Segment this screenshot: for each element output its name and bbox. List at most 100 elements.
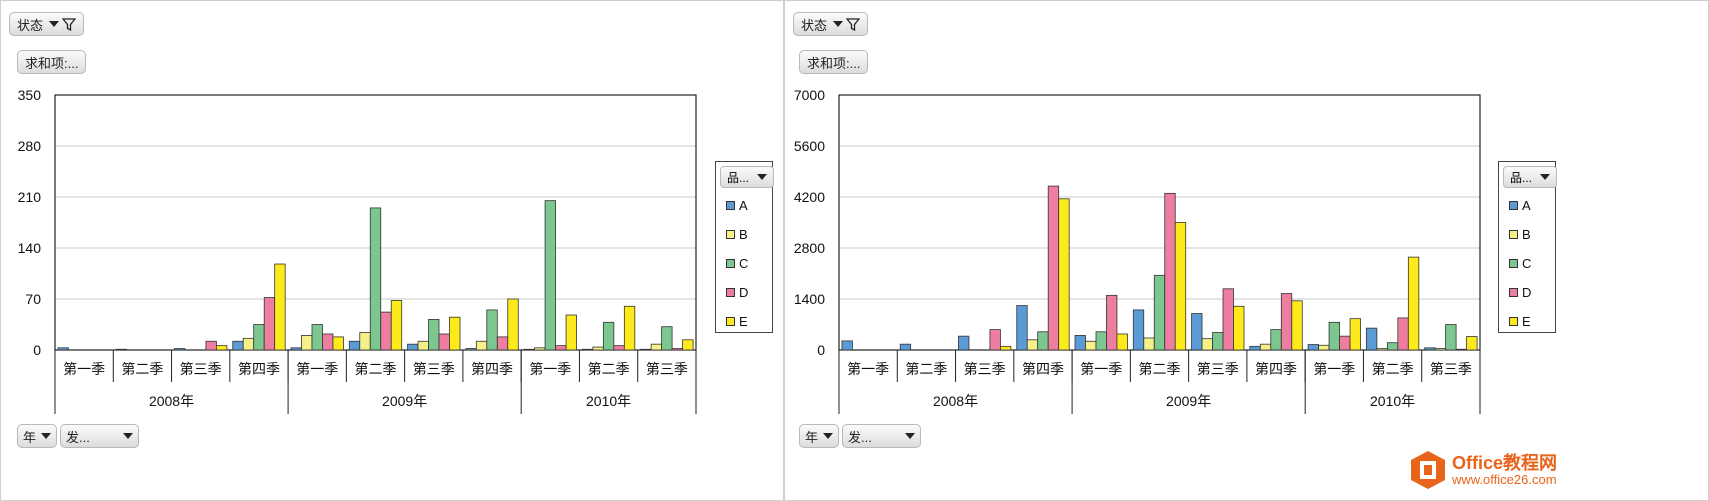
office-logo-icon	[1411, 451, 1445, 489]
year-field-button[interactable]: 年	[17, 424, 58, 448]
status-filter-button[interactable]: 状态	[793, 12, 869, 36]
legend-label: A	[1522, 198, 1531, 213]
y-tick-label: 0	[817, 342, 825, 358]
y-tick-label: 140	[18, 240, 42, 256]
legend-swatch	[726, 230, 735, 239]
legend-field-label: 品...	[727, 170, 750, 185]
year-field-label: 年	[23, 429, 37, 445]
chevron-down-icon	[1540, 174, 1551, 180]
bar-B	[1259, 343, 1272, 351]
bar-A	[174, 348, 186, 351]
legend-swatch	[726, 288, 735, 297]
legend-swatch	[726, 201, 735, 210]
bar-D	[263, 297, 276, 351]
bar-C	[1270, 329, 1282, 351]
year-label: 2009年	[382, 393, 427, 409]
bar-E	[507, 298, 519, 351]
legend-field-button[interactable]: 品...	[1503, 166, 1558, 188]
quarter-field-button[interactable]: 发...	[842, 424, 921, 448]
bar-E	[1466, 336, 1478, 351]
legend-label: B	[739, 227, 748, 242]
bar-B	[242, 337, 255, 351]
watermark-brand: Office教程网	[1452, 452, 1558, 473]
bar-E	[332, 336, 344, 351]
legend-item-D: D	[1509, 285, 1531, 300]
bar-D	[989, 329, 1001, 351]
legend-label: A	[739, 198, 748, 213]
legend-label: C	[739, 256, 749, 271]
legend-swatch	[1509, 230, 1518, 239]
bar-D	[380, 311, 392, 351]
x-tick-label: 第一季	[1313, 361, 1355, 377]
bar-C	[1445, 324, 1457, 351]
quarter-field-button[interactable]: 发...	[60, 424, 139, 448]
column-chart: 070140210280350第一季 第二季 第三季 第四季 第一季 第二季 第三季 第四季第…	[18, 87, 697, 414]
year-field-button[interactable]: 年	[799, 424, 840, 448]
legend-item-C: C	[1509, 256, 1531, 271]
bar-A	[640, 348, 652, 351]
chevron-down-icon	[833, 21, 844, 27]
value-field-button[interactable]: 求和项:...	[799, 50, 869, 74]
bar-C	[311, 324, 323, 351]
bar-A	[57, 347, 69, 351]
x-tick-label: 第三季	[646, 361, 688, 377]
y-tick-label: 7000	[794, 87, 825, 103]
x-tick-label: 第三季	[964, 361, 1006, 377]
bar-D	[1339, 335, 1351, 351]
bar-E	[390, 300, 403, 351]
bar-B	[417, 340, 429, 351]
legend-label: E	[1522, 314, 1531, 329]
chevron-down-icon	[41, 433, 52, 439]
y-tick-label: 0	[33, 342, 41, 358]
legend-field-label: 品...	[1510, 170, 1533, 185]
bar-E	[623, 305, 636, 351]
bar-E	[565, 314, 577, 351]
legend-field-button[interactable]: 品...	[720, 166, 775, 188]
x-tick-label: 第三季	[413, 361, 455, 377]
status-filter-label: 状态	[801, 17, 828, 33]
status-filter-button[interactable]: 状态	[9, 12, 85, 36]
x-tick-label: 第二季	[355, 361, 397, 377]
bar-D	[205, 340, 217, 351]
bar-A	[1307, 344, 1319, 351]
bar-B	[301, 335, 313, 351]
legend-swatch	[726, 317, 735, 326]
y-tick-label: 1400	[794, 291, 825, 307]
x-tick-label: 第二季	[905, 361, 947, 377]
column-chart: 014002800420056007000第一季 第二季 第三季 第四季 第一季 第二季第…	[794, 87, 1481, 414]
bar-A	[348, 340, 361, 351]
bar-D	[671, 348, 683, 351]
value-field-button[interactable]: 求和项:...	[17, 50, 87, 74]
bar-E	[1058, 198, 1070, 351]
year-label: 2009年	[1166, 393, 1211, 409]
bar-D	[613, 345, 625, 351]
bar-E	[1116, 333, 1128, 351]
y-tick-label: 210	[18, 189, 42, 205]
x-tick-label: 第四季	[471, 361, 513, 377]
quarter-field-label: 发...	[848, 429, 872, 445]
bar-D	[438, 333, 450, 351]
bar-D	[555, 345, 567, 351]
bar-B	[1318, 344, 1330, 351]
quarter-field-label: 发...	[66, 429, 90, 445]
bar-B	[359, 332, 371, 351]
bar-A	[232, 340, 244, 351]
legend-swatch	[1509, 317, 1518, 326]
legend-item-B: B	[726, 227, 748, 242]
pivot-chart-panel-left: 状态 求和项:... 0 70 140 210 280 350 第一季 第二季 第三季 第四季 第一…	[0, 0, 784, 501]
bar-D	[1106, 294, 1118, 351]
bar-C	[253, 324, 265, 351]
value-field-label: 求和项:...	[807, 55, 861, 71]
legend-label: B	[1522, 227, 1531, 242]
legend-label: D	[739, 285, 749, 300]
bar-C	[1328, 321, 1340, 351]
bar-D	[322, 333, 334, 351]
bar-A	[523, 348, 535, 351]
bar-D	[1047, 185, 1060, 351]
y-tick-label: 2800	[794, 240, 825, 256]
bar-A	[899, 343, 912, 351]
bar-D	[1397, 317, 1409, 351]
bar-A	[958, 335, 970, 351]
chevron-down-icon	[123, 433, 133, 439]
